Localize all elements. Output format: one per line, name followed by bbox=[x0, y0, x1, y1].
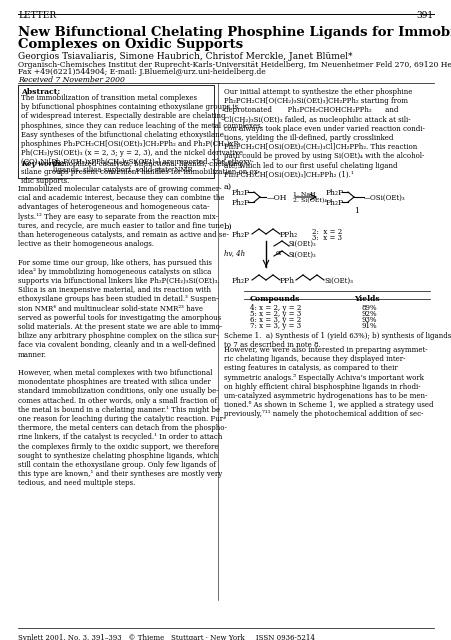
Bar bbox=[18, 85, 213, 178]
Text: 91%: 91% bbox=[361, 322, 377, 330]
Text: 5: x = 2, y = 3: 5: x = 2, y = 3 bbox=[249, 310, 300, 318]
Text: The immobilization of transition metal complexes
by bifunctional phosphines cont: The immobilization of transition metal c… bbox=[21, 94, 262, 185]
Text: Our initial attempt to synthesize the ether phosphine
Ph₂PCH₂CH[O(CH₂)₃Si(OEt)₃]: Our initial attempt to synthesize the et… bbox=[224, 88, 424, 179]
Text: 2:  x = 2: 2: x = 2 bbox=[311, 228, 341, 236]
Text: 391: 391 bbox=[416, 11, 433, 20]
Text: Ph₂P: Ph₂P bbox=[231, 277, 249, 285]
Text: LETTER: LETTER bbox=[18, 11, 56, 20]
Text: Synlett 2001, No. 3, 391–393   © Thieme   Stuttgart · New York     ISSN 0936-521: Synlett 2001, No. 3, 391–393 © Thieme St… bbox=[18, 634, 314, 640]
Text: Complexes on Oxidic Supports: Complexes on Oxidic Supports bbox=[18, 38, 243, 51]
Text: 89%: 89% bbox=[361, 304, 377, 312]
Text: ligands, silica support, solid-state NMR: ligands, silica support, solid-state NMR bbox=[53, 166, 192, 174]
Text: Scheme 1.  a) Synthesis of 1 (yield 63%); b) synthesis of ligands 4
to 7 as desc: Scheme 1. a) Synthesis of 1 (yield 63%);… bbox=[224, 332, 451, 349]
Text: —OSi(OEt)₃: —OSi(OEt)₃ bbox=[363, 194, 405, 202]
Text: Abstract:: Abstract: bbox=[21, 88, 60, 96]
Text: 4: x = 2, y = 2: 4: x = 2, y = 2 bbox=[249, 304, 301, 312]
Text: However, we were also interested in preparing asymmet-
ric chelating ligands, be: However, we were also interested in prep… bbox=[224, 346, 433, 419]
Text: 93%: 93% bbox=[361, 316, 377, 324]
Text: a): a) bbox=[224, 183, 232, 191]
Text: Immobilized molecular catalysts are of growing commer-
cial and academic interes: Immobilized molecular catalysts are of g… bbox=[18, 185, 228, 488]
Text: Si(OEt)₃: Si(OEt)₃ bbox=[323, 277, 352, 285]
Text: Ph₂P: Ph₂P bbox=[231, 199, 249, 207]
Text: PPh: PPh bbox=[279, 277, 295, 285]
Text: or: or bbox=[276, 249, 282, 257]
Text: Fax +49(6221)544904; E-mail: J.Bluemel@urz.uni-heidelberg.de: Fax +49(6221)544904; E-mail: J.Bluemel@u… bbox=[18, 68, 265, 76]
Text: PPh₂: PPh₂ bbox=[279, 231, 298, 239]
Text: 92%: 92% bbox=[361, 310, 377, 318]
Text: Organisch-Chemisches Institut der Ruprecht-Karls-Universität Heidelberg, Im Neue: Organisch-Chemisches Institut der Ruprec… bbox=[18, 61, 451, 69]
Text: Ph₂P: Ph₂P bbox=[325, 199, 343, 207]
Text: Ph₂P: Ph₂P bbox=[231, 231, 249, 239]
Text: 3:  x = 3: 3: x = 3 bbox=[311, 234, 341, 242]
Text: Si(OEt)₃: Si(OEt)₃ bbox=[288, 240, 316, 248]
Text: hv, 4h: hv, 4h bbox=[224, 249, 244, 257]
Text: New Bifunctional Chelating Phosphine Ligands for Immobilization of Metal: New Bifunctional Chelating Phosphine Lig… bbox=[18, 26, 451, 39]
Text: 1: 1 bbox=[353, 207, 358, 215]
Text: immobilized catalysts, bifunctional ligands, chelating: immobilized catalysts, bifunctional liga… bbox=[53, 160, 242, 168]
Text: Compounds: Compounds bbox=[249, 295, 300, 303]
Text: Ph₂P: Ph₂P bbox=[231, 189, 249, 197]
Text: —OH: —OH bbox=[267, 194, 287, 202]
Text: Key words:: Key words: bbox=[21, 160, 64, 168]
Text: b): b) bbox=[224, 223, 232, 231]
Text: Georgios Tsiavaliaris, Simone Haubrich, Christof Merckle, Janet Blümel*: Georgios Tsiavaliaris, Simone Haubrich, … bbox=[18, 52, 352, 61]
Text: Si(OEt)₃: Si(OEt)₃ bbox=[288, 251, 316, 259]
Text: 2. Si(OEt)₄: 2. Si(OEt)₄ bbox=[292, 198, 326, 203]
Text: 7: x = 3, y = 3: 7: x = 3, y = 3 bbox=[249, 322, 300, 330]
Text: Yields: Yields bbox=[353, 295, 379, 303]
Text: 1. NaH: 1. NaH bbox=[292, 192, 315, 197]
Text: 6: x = 3, y = 2: 6: x = 3, y = 2 bbox=[249, 316, 300, 324]
Text: Received 7 November 2000: Received 7 November 2000 bbox=[18, 76, 124, 84]
Text: Ph₂P: Ph₂P bbox=[325, 189, 343, 197]
